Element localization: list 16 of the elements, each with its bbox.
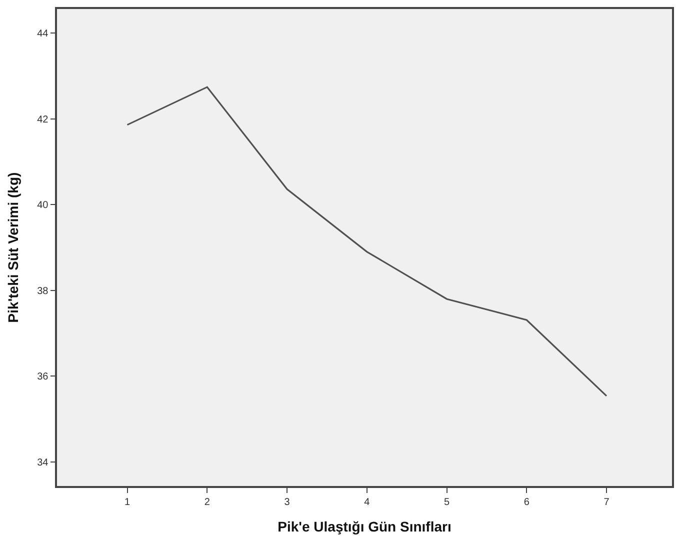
x-tick-label: 1: [124, 496, 131, 508]
y-tick-label: 38: [37, 286, 49, 297]
y-tick-label: 34: [37, 457, 49, 468]
x-tick-label: 5: [444, 496, 450, 508]
line-series: [126, 86, 608, 397]
x-tick-label: 6: [524, 496, 530, 508]
y-tick-label: 42: [37, 114, 49, 126]
y-tick-label: 40: [37, 200, 49, 212]
x-axis-title: Pik'e Ulaştığı Gün Sınıfları: [278, 518, 452, 535]
x-tick-label: 7: [604, 496, 610, 508]
x-tick-label: 2: [204, 496, 210, 508]
x-tick-label: 3: [284, 496, 290, 508]
y-tick-label: 36: [37, 372, 49, 383]
y-tick-label: 44: [37, 28, 49, 40]
x-tick-label: 4: [364, 496, 370, 508]
y-axis-title: Pik'teki Süt Verimi (kg): [5, 172, 22, 323]
